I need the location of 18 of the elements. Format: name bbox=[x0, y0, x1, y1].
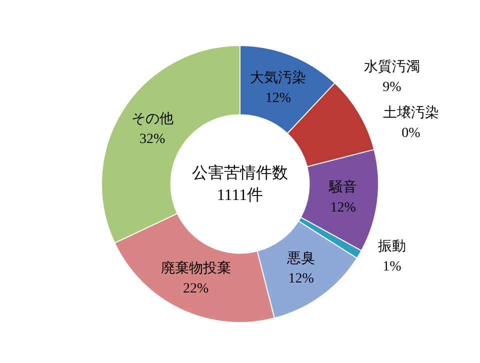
data-label: 22% bbox=[182, 282, 209, 297]
slice-label: 水質汚濁 bbox=[364, 58, 420, 75]
data-label: 12% bbox=[265, 91, 292, 106]
slice-label: 廃棄物投棄 bbox=[160, 260, 231, 277]
text: 1111件 bbox=[216, 187, 264, 204]
slice-label: 悪臭 bbox=[286, 250, 316, 267]
text: 0% bbox=[402, 126, 420, 141]
text: 公害苦情件数 bbox=[192, 164, 288, 182]
slice-label: その他 bbox=[131, 111, 174, 128]
slice-label: 騒音 bbox=[328, 180, 358, 196]
data-label: 12% bbox=[330, 200, 356, 216]
data-label: 9% bbox=[382, 80, 402, 95]
slice-label: 振動 bbox=[378, 238, 406, 255]
data-label: 1% bbox=[382, 260, 402, 275]
data-label: 32% bbox=[139, 132, 166, 148]
data-label: 12% bbox=[288, 272, 314, 287]
category-label: 土壌汚染 bbox=[382, 106, 439, 121]
slice-label: 大気汚染 bbox=[250, 70, 306, 86]
